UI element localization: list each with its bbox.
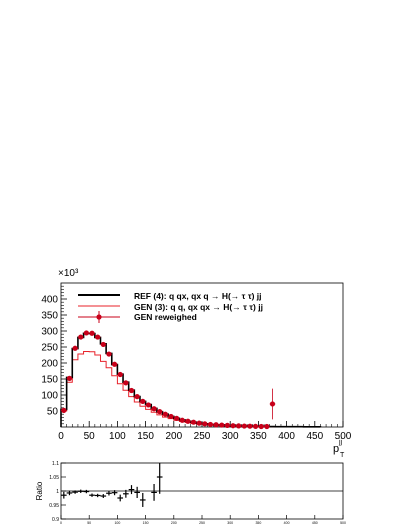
reweighed-point-20 xyxy=(174,415,180,421)
main-y-tick-label-4: 250 xyxy=(41,343,58,354)
legend-label-reweighed: GEN reweighed xyxy=(134,312,197,322)
reweighed-point-17 xyxy=(157,409,163,415)
ratio-y-tick-label-1: 1.05 xyxy=(49,475,59,481)
main-x-axis: 0 50 100 150 200 250 300 350 400 450 500 xyxy=(58,421,352,442)
ratio-y-tick-label-3: 0.95 xyxy=(49,503,59,509)
reweighed-point-10 xyxy=(117,371,123,378)
x-axis-label-sub: T xyxy=(340,452,345,459)
ratio-x-tick-label-0: 0 xyxy=(60,521,62,525)
main-x-tick-label-3: 150 xyxy=(137,431,154,442)
legend-swatch-reweighed-marker xyxy=(96,314,102,320)
reweighed-point-21 xyxy=(179,417,185,423)
legend-label-gen: GEN (3): q q, qx qx → H(→ τ τ) jj xyxy=(134,302,263,312)
reweighed-point-12 xyxy=(128,387,135,394)
reweighed-point-30 xyxy=(230,423,236,429)
reweighed-point-27 xyxy=(213,422,219,428)
ratio-y-tick-label-4: 0.9 xyxy=(52,517,59,523)
ratio-x-tick-label-8: 400 xyxy=(284,521,290,525)
reweighed-point-3 xyxy=(78,334,84,340)
legend: REF (4): q qx, qx q → H(→ τ τ) jj GEN (3… xyxy=(78,291,263,323)
ratio-plot-panel: Ratio 1.1 1.05 1 0.95 0.9 0 50 100 150 200 250 300… xyxy=(35,461,346,525)
main-y-tick-label-2: 150 xyxy=(41,375,58,386)
reweighed-point-35 xyxy=(258,423,264,430)
ratio-x-tick-label-2: 100 xyxy=(114,521,120,525)
reweighed-point-32 xyxy=(241,423,247,429)
ratio-y-tick-label-0: 1.1 xyxy=(52,461,59,467)
reweighed-point-5 xyxy=(89,330,95,336)
ratio-x-tick-label-7: 350 xyxy=(255,521,261,525)
x-axis-label-main: p xyxy=(333,443,339,455)
main-x-tick-label-8: 400 xyxy=(278,431,295,442)
main-x-tick-label-6: 300 xyxy=(222,431,239,442)
reweighed-point-37 xyxy=(269,401,276,407)
reweighed-point-36 xyxy=(264,423,270,430)
ratio-x-tick-label-1: 50 xyxy=(87,521,91,525)
reweighed-point-29 xyxy=(224,422,230,428)
reweighed-point-6 xyxy=(95,334,101,340)
ratio-x-tick-label-9: 450 xyxy=(312,521,318,525)
main-x-tick-label-9: 450 xyxy=(306,431,323,442)
ratio-x-tick-label-4: 200 xyxy=(171,521,177,525)
main-x-tick-label-1: 50 xyxy=(84,431,96,442)
reweighed-point-25 xyxy=(202,421,208,427)
main-series-layer xyxy=(60,330,322,430)
ratio-x-axis: 0 50 100 150 200 250 300 350 400 450 500 xyxy=(60,515,346,525)
main-plot-panel: ×10³ 50 100 150 200 250 300 350 400 0 50 100 150 20… xyxy=(41,268,351,459)
reweighed-point-26 xyxy=(207,421,214,428)
ratio-x-tick-label-10: 500 xyxy=(340,521,346,525)
ratio-series-layer xyxy=(61,463,343,507)
ratio-x-tick-label-3: 150 xyxy=(143,521,149,525)
ratio-y-tick-label-2: 1 xyxy=(56,489,59,495)
reweighed-point-24 xyxy=(196,420,202,426)
x-axis-label-sup: jj xyxy=(338,439,343,446)
reweighed-point-14 xyxy=(140,398,146,404)
main-x-tick-label-0: 0 xyxy=(58,431,64,442)
ratio-y-axis-label: Ratio xyxy=(35,481,44,500)
reweighed-point-15 xyxy=(145,402,152,408)
reweighed-point-28 xyxy=(219,422,225,428)
main-x-tick-label-2: 100 xyxy=(109,431,126,442)
main-x-tick-label-7: 350 xyxy=(250,431,267,442)
main-x-tick-label-5: 250 xyxy=(194,431,211,442)
ratio-x-tick-label-5: 250 xyxy=(199,521,205,525)
main-x-tick-label-10: 500 xyxy=(335,431,352,442)
x-axis-label: p xyxy=(333,443,339,455)
reweighed-point-31 xyxy=(236,423,242,429)
reweighed-point-16 xyxy=(151,406,157,412)
reweighed-point-13 xyxy=(134,394,140,400)
reweighed-point-7 xyxy=(100,341,106,348)
reweighed-point-22 xyxy=(185,418,191,424)
main-y-tick-label-6: 350 xyxy=(41,311,58,322)
reweighed-point-8 xyxy=(106,351,112,357)
main-y-tick-label-0: 50 xyxy=(47,407,59,418)
main-y-tick-label-5: 300 xyxy=(41,327,58,338)
reweighed-point-19 xyxy=(168,413,174,420)
legend-label-ref: REF (4): q qx, qx q → H(→ τ τ) jj xyxy=(134,291,262,301)
main-y-tick-label-7: 400 xyxy=(41,295,58,306)
reweighed-point-0 xyxy=(61,407,67,413)
reweighed-point-23 xyxy=(190,419,197,425)
reweighed-point-34 xyxy=(252,423,259,429)
reweighed-point-9 xyxy=(111,361,118,367)
main-y-tick-label-3: 200 xyxy=(41,359,58,370)
reweighed-point-11 xyxy=(123,380,129,386)
reweighed-point-2 xyxy=(72,345,78,351)
ratio-x-tick-label-6: 300 xyxy=(227,521,233,525)
main-y-tick-label-1: 100 xyxy=(41,391,58,402)
reweighed-point-1 xyxy=(66,375,73,381)
reweighed-point-33 xyxy=(247,423,253,429)
y-multiplier-label: ×10³ xyxy=(58,268,79,279)
reweighed-point-18 xyxy=(162,411,168,417)
reweighed-point-4 xyxy=(83,330,89,336)
main-x-tick-label-4: 200 xyxy=(165,431,182,442)
